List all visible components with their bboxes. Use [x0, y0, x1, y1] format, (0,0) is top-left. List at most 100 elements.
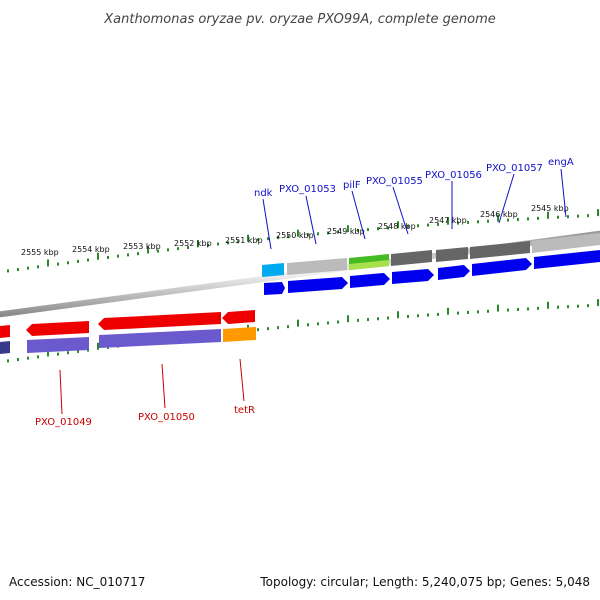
inner-tick-mark	[97, 342, 99, 350]
cds-arrow-enga[interactable]	[534, 250, 600, 269]
forward-cog-band	[262, 233, 600, 277]
inner-tick-mark	[577, 304, 579, 308]
gene-label-pilf[interactable]: pilF	[343, 180, 361, 191]
inner-tick-mark	[547, 301, 549, 309]
outer-tick-mark	[377, 227, 379, 231]
cog-block-ndk	[262, 263, 284, 277]
inner-tick-mark	[27, 356, 29, 360]
inner-tick-mark	[567, 305, 569, 309]
cds-arrow-pilf[interactable]	[350, 273, 390, 288]
inner-tick-mark	[37, 355, 39, 359]
cds-arrow-pxo01057[interactable]	[472, 258, 532, 276]
inner-tick-mark	[387, 316, 389, 320]
inner-tick-mark	[367, 318, 369, 322]
outer-tick-mark	[397, 221, 399, 229]
forward-cds-track	[264, 250, 600, 295]
cog-block-pxo01056	[436, 247, 468, 262]
outer-tick-mark	[357, 228, 359, 232]
kbp-label: 2548 kbp	[378, 222, 416, 231]
inner-tick-mark	[327, 321, 329, 325]
cds-arrow-tetr[interactable]	[222, 310, 255, 324]
outer-tick-mark	[457, 221, 459, 225]
inner-tick-mark	[287, 325, 289, 329]
inner-tick-mark	[587, 304, 589, 308]
outer-tick-mark	[157, 249, 159, 253]
gene-label-pxo01055[interactable]: PXO_01055	[366, 176, 423, 187]
gene-label-pxo01053[interactable]: PXO_01053	[279, 184, 336, 195]
inner-tick-mark	[47, 349, 49, 357]
cds-arrow-left-edge[interactable]	[0, 325, 10, 338]
outer-tick-mark	[137, 252, 139, 256]
kbp-label: 2552 kbp	[174, 239, 212, 248]
outer-tick-mark	[287, 235, 289, 239]
outer-tick-mark	[87, 258, 89, 262]
cog-block-pxo01055	[391, 250, 432, 266]
outer-tick-mark	[347, 225, 349, 233]
inner-tick-mark	[377, 317, 379, 321]
inner-tick-mark	[87, 348, 89, 352]
outer-tick-mark	[197, 240, 199, 248]
outer-tick-mark	[387, 226, 389, 230]
inner-tick-mark	[427, 313, 429, 317]
kbp-label: 2550 kbp	[276, 231, 314, 240]
cds-arrow-pxo01050[interactable]	[98, 312, 221, 330]
outer-tick-mark	[307, 233, 309, 237]
outer-tick-mark	[537, 216, 539, 220]
cds-arrow-ndk[interactable]	[264, 282, 285, 295]
inner-tick-mark	[397, 311, 399, 319]
kbp-label: 2551 kbp	[225, 236, 263, 245]
cds-arrow-pxo01056[interactable]	[438, 265, 470, 280]
outer-tick-mark	[147, 246, 149, 254]
cds-arrow-pxo01055[interactable]	[392, 269, 434, 284]
inner-tick-mark	[407, 314, 409, 318]
outer-tick-mark	[117, 254, 119, 258]
inner-tick-mark	[447, 307, 449, 315]
outer-tick-mark	[77, 259, 79, 263]
outer-tick-mark	[237, 240, 239, 244]
gene-label-ndk[interactable]: ndk	[254, 188, 273, 199]
kbp-label: 2554 kbp	[72, 245, 110, 254]
outer-tick-mark	[447, 217, 449, 225]
inner-tick-mark	[357, 318, 359, 322]
gene-label-enga[interactable]: engA	[548, 157, 574, 168]
gene-label-pxo01050[interactable]: PXO_01050	[138, 412, 195, 423]
outer-tick-mark	[587, 214, 589, 218]
inner-tick-mark	[277, 326, 279, 330]
inner-scale-ticks	[7, 299, 599, 363]
kbp-label: 2555 kbp	[21, 248, 59, 257]
reverse-gene-labels: PXO_01049 PXO_01050 tetR	[35, 405, 255, 428]
outer-tick-mark	[27, 266, 29, 270]
outer-tick-mark	[437, 222, 439, 226]
inner-tick-mark	[517, 307, 519, 311]
outer-tick-mark	[427, 223, 429, 227]
kbp-label: 2549 kbp	[327, 227, 365, 236]
outer-tick-mark	[217, 242, 219, 246]
outer-tick-mark	[477, 220, 479, 224]
outer-tick-mark	[187, 245, 189, 249]
leader-tetr	[239, 358, 245, 402]
outer-tick-mark	[327, 231, 329, 235]
inner-tick-mark	[57, 352, 59, 356]
cog-block-pxo01050	[99, 329, 221, 348]
cds-arrow-pxo01049[interactable]	[26, 321, 89, 336]
gene-label-tetr[interactable]: tetR	[234, 405, 255, 416]
outer-tick-mark	[227, 241, 229, 245]
outer-tick-mark	[337, 230, 339, 234]
inner-tick-mark	[347, 315, 349, 323]
gene-label-pxo01056[interactable]: PXO_01056	[425, 170, 482, 181]
leader-ndk	[262, 198, 272, 250]
outer-tick-mark	[177, 247, 179, 251]
outer-tick-mark	[167, 248, 169, 252]
gene-label-pxo01049[interactable]: PXO_01049	[35, 417, 92, 428]
outer-tick-mark	[577, 214, 579, 218]
inner-tick-mark	[307, 323, 309, 327]
outer-tick-mark	[297, 229, 299, 237]
outer-tick-mark	[257, 238, 259, 242]
inner-tick-mark	[467, 310, 469, 314]
outer-tick-mark	[7, 269, 9, 273]
inner-tick-mark	[67, 351, 69, 355]
accession-text: Accession: NC_010717	[9, 575, 145, 589]
cds-arrow-pxo01053[interactable]	[288, 277, 348, 293]
gene-label-pxo01057[interactable]: PXO_01057	[486, 163, 543, 174]
